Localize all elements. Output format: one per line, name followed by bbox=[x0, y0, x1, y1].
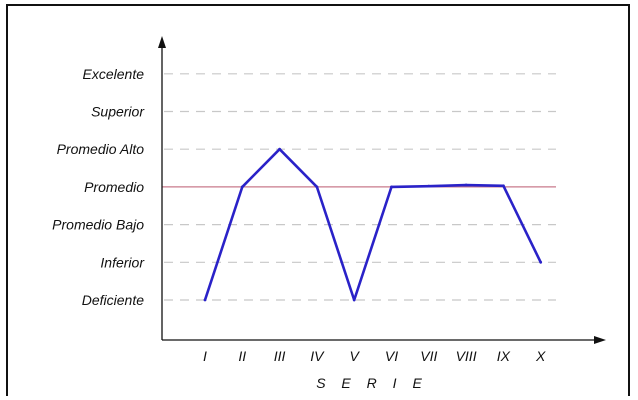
y-tick-label: Inferior bbox=[100, 254, 145, 270]
series-points bbox=[203, 147, 543, 302]
x-tick-label: VIII bbox=[456, 348, 477, 364]
series-point bbox=[427, 184, 431, 188]
x-tick-label: IV bbox=[310, 348, 325, 364]
series-point bbox=[315, 185, 319, 189]
series-point bbox=[502, 184, 505, 188]
y-tick-label: Promedio Alto bbox=[57, 141, 145, 157]
x-tick-labels: I II III IV V VI VII VIII IX X bbox=[203, 348, 546, 364]
axes bbox=[158, 36, 606, 344]
x-tick-label: VI bbox=[385, 348, 398, 364]
series-line bbox=[203, 147, 542, 302]
x-tick-label: X bbox=[535, 348, 546, 364]
y-tick-label: Promedio bbox=[84, 179, 144, 195]
x-axis-title: S E R I E bbox=[316, 375, 428, 391]
x-tick-label: IX bbox=[497, 348, 511, 364]
x-tick-label: VII bbox=[420, 348, 437, 364]
y-tick-label: Superior bbox=[91, 104, 145, 120]
x-axis-arrow-icon bbox=[594, 336, 606, 344]
x-tick-label: II bbox=[238, 348, 246, 364]
series-point bbox=[390, 185, 393, 189]
y-tick-label: Excelente bbox=[83, 66, 145, 82]
series-point bbox=[240, 185, 244, 189]
x-tick-label: V bbox=[350, 348, 361, 364]
y-tick-label: Promedio Bajo bbox=[52, 217, 144, 233]
x-tick-label: III bbox=[274, 348, 286, 364]
chart-frame bbox=[6, 4, 630, 396]
series-point bbox=[464, 183, 468, 187]
series-point bbox=[352, 298, 356, 302]
x-tick-label: I bbox=[203, 348, 207, 364]
series-point bbox=[278, 147, 281, 151]
y-axis-arrow-icon bbox=[158, 36, 166, 48]
y-tick-label: Deficiente bbox=[82, 292, 144, 308]
y-tick-labels: Deficiente Inferior Promedio Bajo Promedio P… bbox=[52, 66, 145, 308]
series-point bbox=[203, 298, 207, 302]
series-point bbox=[539, 260, 543, 264]
